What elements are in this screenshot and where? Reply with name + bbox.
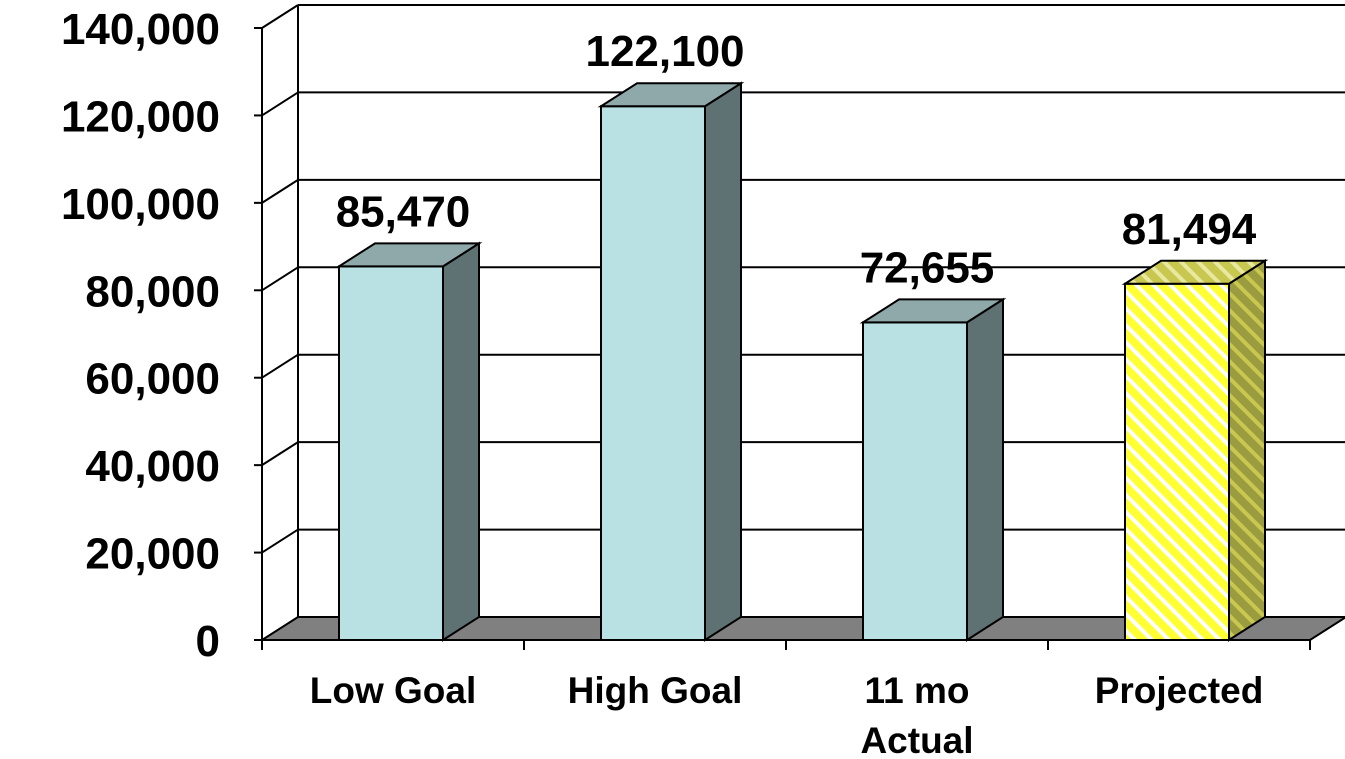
gridline-wall bbox=[261, 353, 299, 379]
data-label: 72,655 bbox=[860, 243, 995, 292]
data-label: 81,494 bbox=[1122, 205, 1257, 254]
y-tick-label: 80,000 bbox=[85, 267, 220, 316]
y-tick-label: 20,000 bbox=[85, 530, 220, 579]
bar-top bbox=[597, 82, 745, 108]
data-label: 122,100 bbox=[585, 27, 744, 76]
y-tick-label: 40,000 bbox=[85, 442, 220, 491]
gridline-wall bbox=[261, 179, 299, 204]
x-category-label: Projected bbox=[1095, 670, 1264, 711]
y-tick-label: 100,000 bbox=[61, 180, 220, 229]
bars bbox=[335, 81, 1269, 642]
bar-side bbox=[1228, 258, 1266, 642]
bar-top bbox=[1121, 259, 1269, 285]
data-label: 85,470 bbox=[336, 187, 471, 236]
y-tick-label: 0 bbox=[196, 617, 220, 666]
bar-top bbox=[859, 298, 1007, 324]
x-category-label: 11 mo bbox=[865, 670, 970, 711]
gridline-wall bbox=[261, 528, 299, 554]
labels: 0 20,000 40,000 60,000 80,000 100,000 120,000 1… bbox=[61, 5, 1263, 759]
gridline-wall bbox=[261, 266, 299, 292]
bar bbox=[1121, 258, 1269, 642]
gridline-wall bbox=[261, 4, 299, 29]
bar-side bbox=[442, 241, 480, 642]
bar-front bbox=[862, 321, 968, 641]
x-category-label: Actual bbox=[860, 720, 973, 759]
y-tick-label: 120,000 bbox=[61, 92, 220, 141]
bar-side bbox=[966, 297, 1004, 642]
y-tick-label: 140,000 bbox=[61, 5, 220, 54]
x-category-label: High Goal bbox=[568, 670, 743, 711]
bar-front bbox=[338, 265, 444, 641]
bar bbox=[859, 297, 1007, 642]
gridline-wall bbox=[261, 441, 299, 466]
bar-front bbox=[1124, 282, 1230, 641]
bar-side bbox=[704, 81, 742, 642]
gridline-wall bbox=[261, 91, 299, 117]
x-category-label: Low Goal bbox=[310, 670, 477, 711]
y-tick-label: 60,000 bbox=[85, 355, 220, 404]
bar-front bbox=[600, 105, 706, 641]
bar bbox=[335, 241, 483, 642]
bar bbox=[597, 81, 745, 642]
bar-top bbox=[335, 242, 483, 268]
